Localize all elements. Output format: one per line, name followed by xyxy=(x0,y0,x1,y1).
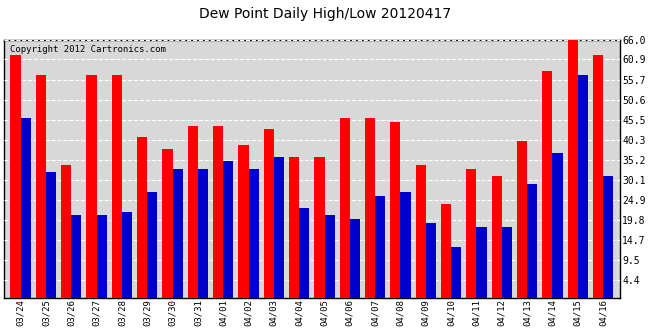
Bar xyxy=(97,215,107,298)
Bar xyxy=(61,165,72,298)
Bar xyxy=(542,71,552,298)
Bar xyxy=(86,75,97,298)
Bar xyxy=(315,157,324,298)
Bar xyxy=(603,176,613,298)
Bar xyxy=(502,227,512,298)
Bar xyxy=(112,75,122,298)
Bar xyxy=(441,204,451,298)
Bar xyxy=(188,125,198,298)
Bar xyxy=(375,196,385,298)
Bar xyxy=(223,161,233,298)
Bar xyxy=(466,169,476,298)
Bar xyxy=(527,184,538,298)
Bar xyxy=(274,157,284,298)
Bar xyxy=(567,40,578,298)
Bar xyxy=(264,129,274,298)
Bar xyxy=(46,173,56,298)
Bar xyxy=(416,165,426,298)
Bar xyxy=(324,215,335,298)
Bar xyxy=(476,227,487,298)
Bar xyxy=(451,247,462,298)
Bar xyxy=(21,118,31,298)
Bar xyxy=(350,219,360,298)
Bar xyxy=(148,192,157,298)
Bar xyxy=(491,176,502,298)
Bar xyxy=(365,118,375,298)
Bar xyxy=(340,118,350,298)
Bar xyxy=(239,145,248,298)
Bar xyxy=(10,55,21,298)
Bar xyxy=(391,122,400,298)
Bar xyxy=(593,55,603,298)
Bar xyxy=(578,75,588,298)
Bar xyxy=(36,75,46,298)
Bar xyxy=(137,137,148,298)
Bar xyxy=(400,192,411,298)
Bar xyxy=(72,215,81,298)
Text: Copyright 2012 Cartronics.com: Copyright 2012 Cartronics.com xyxy=(10,45,166,54)
Bar xyxy=(162,149,173,298)
Bar xyxy=(299,208,309,298)
Bar xyxy=(426,223,436,298)
Bar xyxy=(517,141,527,298)
Bar xyxy=(552,153,563,298)
Bar xyxy=(122,212,132,298)
Text: Dew Point Daily High/Low 20120417: Dew Point Daily High/Low 20120417 xyxy=(199,7,451,20)
Bar xyxy=(198,169,208,298)
Bar xyxy=(248,169,259,298)
Bar xyxy=(173,169,183,298)
Bar xyxy=(213,125,223,298)
Bar xyxy=(289,157,299,298)
